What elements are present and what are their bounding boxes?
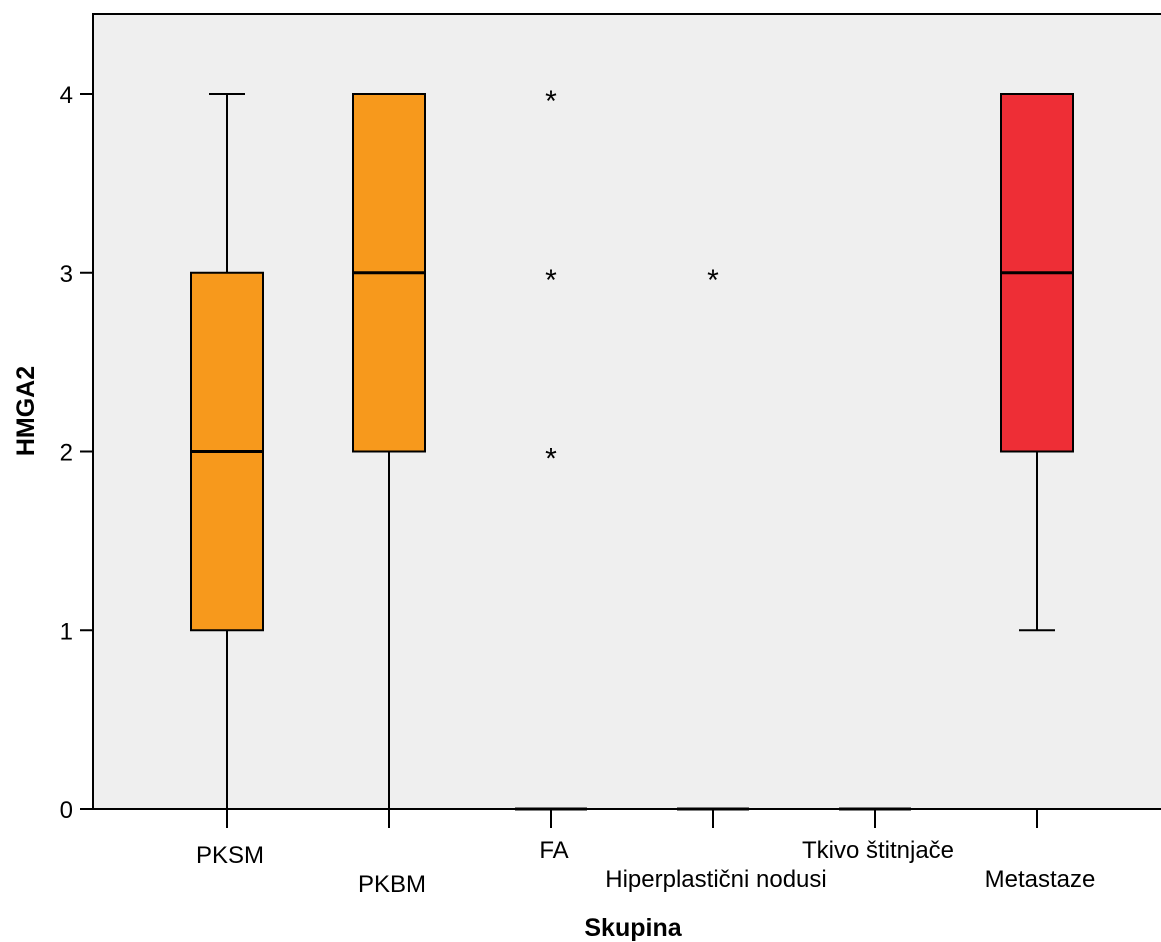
x-tick-label: PKBM — [358, 871, 426, 898]
outlier-marker: * — [545, 264, 557, 297]
outlier-marker: * — [707, 264, 719, 297]
outlier-marker: * — [545, 85, 557, 118]
x-tick-label: Tkivo štitnjače — [802, 837, 954, 864]
x-axis-title: Skupina — [584, 914, 682, 942]
y-tick-label: 3 — [60, 261, 73, 288]
plot-area — [92, 13, 1161, 810]
x-tick-label: Hiperplastični nodusi — [605, 866, 826, 893]
outlier-marker: * — [545, 443, 557, 476]
x-tick-label: PKSM — [196, 842, 264, 869]
box-1 — [352, 93, 426, 810]
y-axis-title: HMGA2 — [12, 366, 40, 456]
box-0 — [190, 93, 264, 810]
y-tick-label: 2 — [60, 440, 73, 467]
x-tick-label: Metastaze — [985, 866, 1096, 893]
x-tick-label: FA — [539, 837, 568, 864]
y-tick-label: 1 — [60, 618, 73, 645]
y-axis: 0 1 2 3 4 — [60, 82, 93, 824]
y-tick-label: 4 — [60, 82, 73, 109]
boxes-layer: * * * * — [190, 85, 1074, 811]
y-tick-label: 0 — [60, 797, 73, 824]
box-5 — [1000, 93, 1074, 632]
